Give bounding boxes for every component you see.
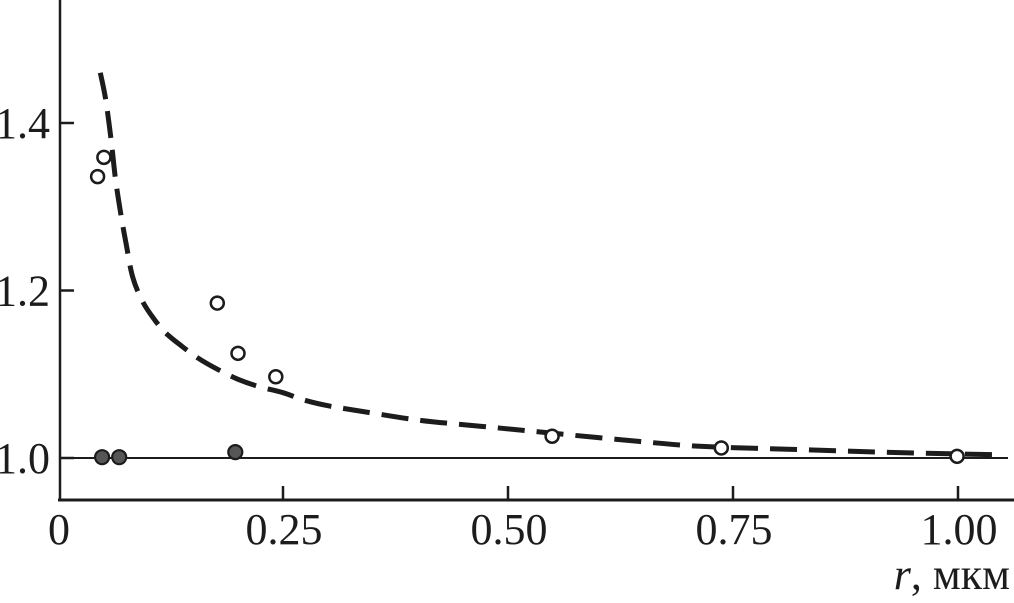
- data-point-filled: [93, 449, 111, 466]
- data-point-open: [209, 295, 226, 311]
- data-points: [89, 149, 965, 466]
- x-axis-variable: r: [894, 550, 912, 599]
- x-tick-label: 0: [48, 505, 70, 554]
- x-tick-label: 0.75: [696, 505, 773, 554]
- data-point-open: [96, 149, 112, 166]
- y-tick-label: 1.4: [0, 99, 50, 148]
- axes: [58, 0, 1014, 502]
- theory-dashed-path: [97, 72, 994, 458]
- data-point-filled: [111, 449, 128, 466]
- y-tick-label: 1.0: [0, 434, 50, 483]
- data-point-open: [89, 168, 106, 185]
- x-tick-label: 0.50: [471, 505, 548, 554]
- dashed-curve: [97, 72, 994, 458]
- data-point-open: [713, 440, 730, 456]
- data-point-open: [268, 369, 284, 385]
- data-point-open: [544, 428, 560, 444]
- data-point-open: [949, 448, 965, 465]
- x-axis-label: r, мкм: [894, 550, 1010, 599]
- data-point-open: [230, 345, 246, 362]
- y-tick-label: 1.2: [0, 267, 50, 316]
- axis-labels: 1.0 1.2 1.4 0 0.25 0.50 0.75 1.00r, мкм: [0, 99, 1010, 599]
- x-tick-label: 0.25: [246, 505, 323, 554]
- x-axis-units: , мкм: [911, 550, 1010, 599]
- x-tick-label: 1.00: [921, 505, 998, 554]
- data-point-filled: [227, 444, 244, 461]
